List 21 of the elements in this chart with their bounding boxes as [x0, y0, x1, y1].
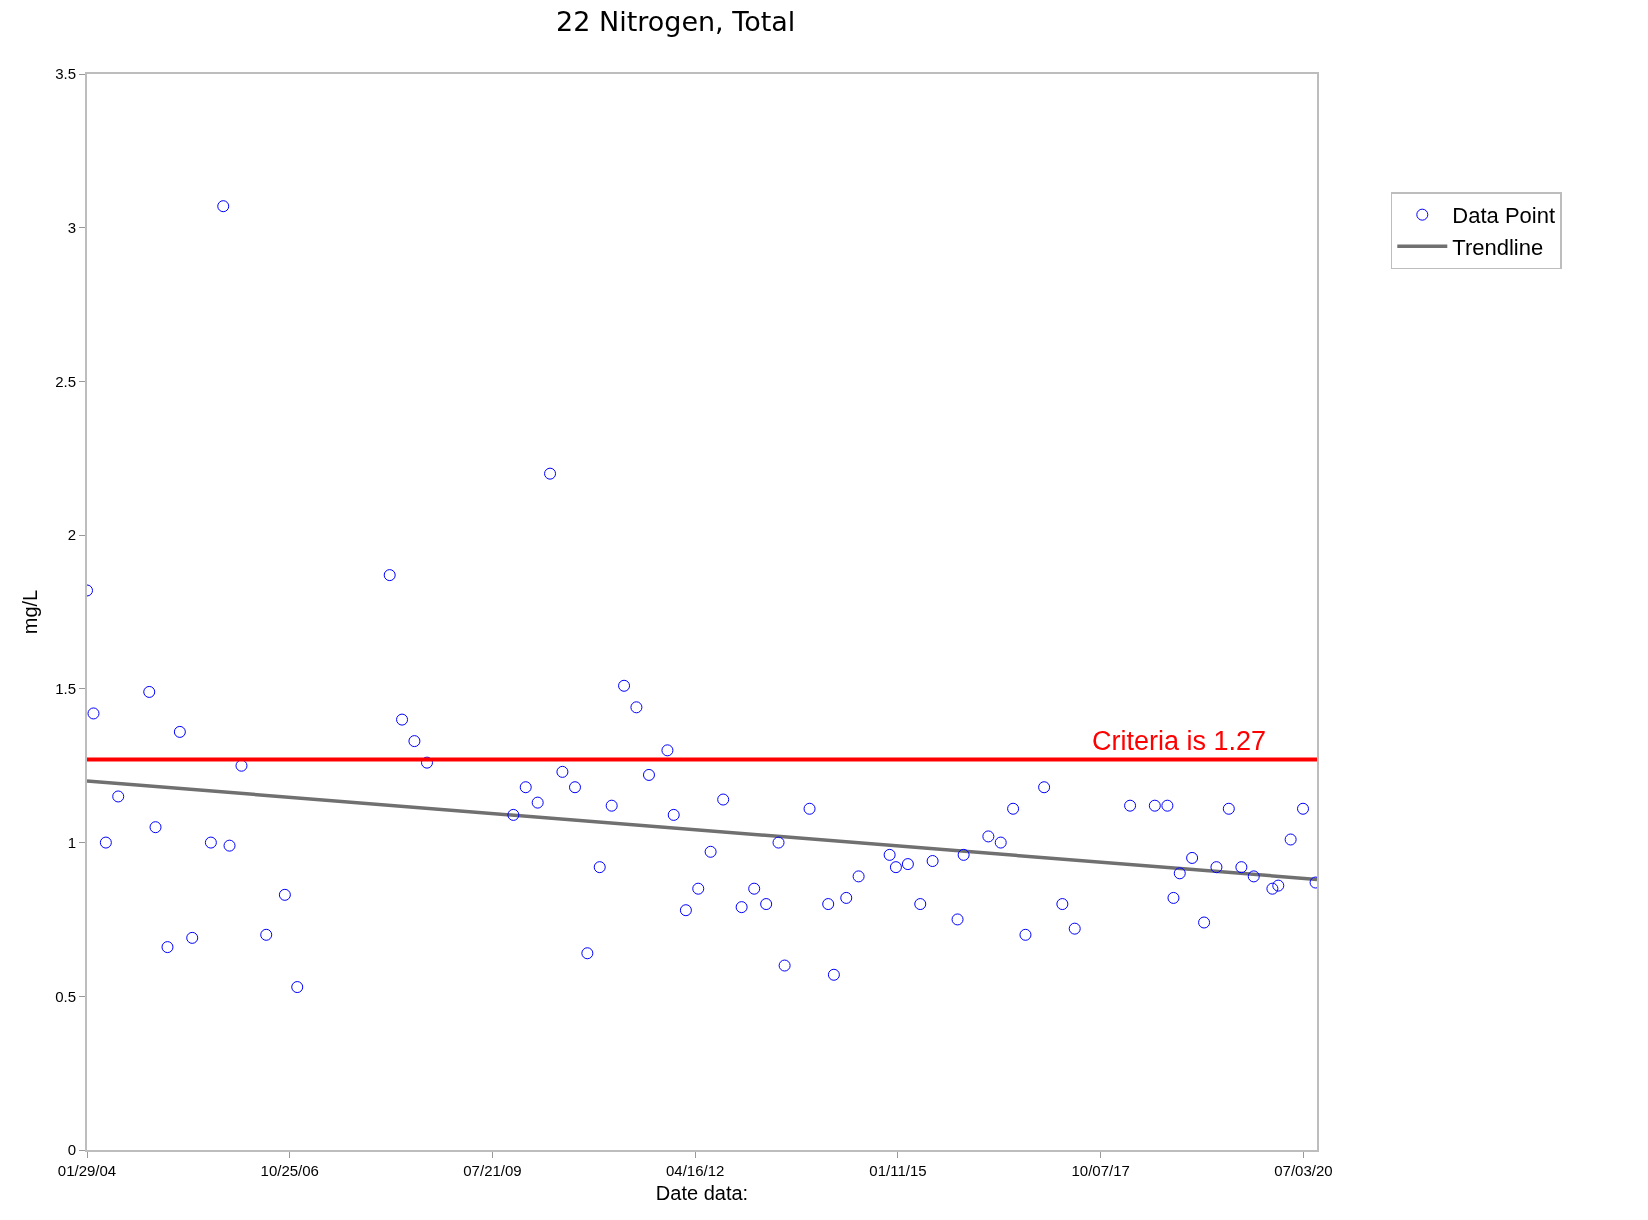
x-tick-label: 04/16/12: [666, 1162, 725, 1179]
y-axis-title: mg/L: [19, 589, 42, 635]
x-tick-label: 01/29/04: [57, 1162, 117, 1179]
x-tick-label: 07/03/20: [1274, 1162, 1333, 1179]
legend-label: Trendline: [1452, 234, 1544, 260]
y-tick-label: 3.5: [55, 65, 76, 83]
y-tick-label: 1.5: [55, 680, 76, 698]
y-tick-label: 2.5: [55, 372, 76, 390]
chart-title: 22 Nitrogen, Total: [556, 6, 796, 38]
legend-label: Data Point: [1452, 203, 1556, 229]
y-tick-label: 3: [67, 218, 76, 236]
y-tick-label: 0.5: [55, 987, 76, 1005]
y-tick-label: 1: [67, 833, 76, 851]
ref-line-label: Criteria is 1.27: [1092, 726, 1267, 756]
y-tick-label: 2: [67, 526, 76, 544]
x-tick-label: 10/07/17: [1071, 1162, 1130, 1179]
x-axis-title: Date data:: [655, 1182, 749, 1204]
x-tick-label: 07/21/09: [463, 1162, 522, 1179]
x-tick-label: 10/25/06: [260, 1162, 319, 1179]
x-tick-label: 01/11/15: [869, 1162, 927, 1179]
y-tick-label: 0: [67, 1141, 76, 1159]
